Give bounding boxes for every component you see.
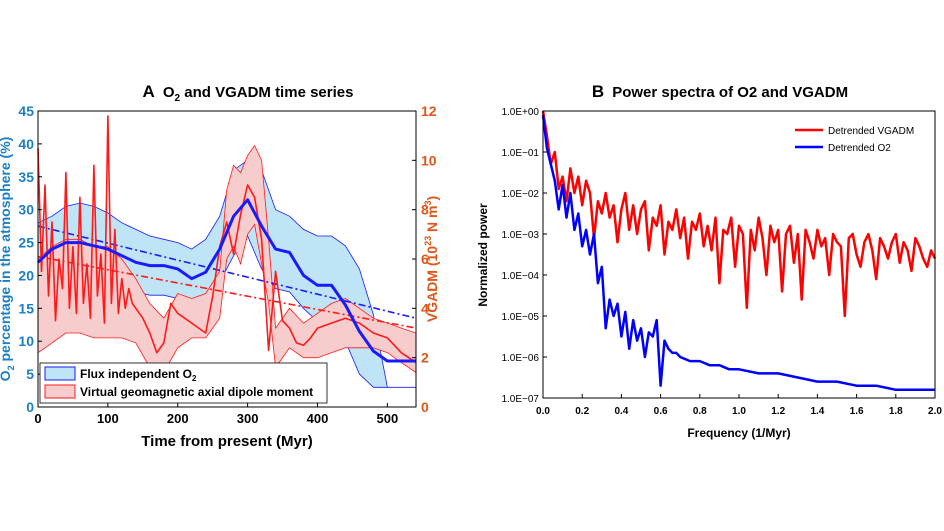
panel-a-y-label-right-sup: 23 bbox=[423, 236, 433, 246]
o2-median-line bbox=[36, 198, 416, 363]
panel-b-plot-area bbox=[541, 110, 937, 392]
panel-b-letter: B bbox=[592, 82, 604, 101]
y-tick-label-right: 8 bbox=[421, 202, 429, 218]
y-tick-label: 1.0E−02 bbox=[501, 189, 539, 200]
panel-a-y-label-right-suffix: ) bbox=[424, 196, 440, 201]
panel-b-title-text: Power spectra of O2 and VGADM bbox=[612, 84, 848, 101]
y-tick-label: 1.0E−06 bbox=[501, 353, 539, 364]
panel-a-y-label-right-sup2: 3 bbox=[423, 201, 433, 206]
x-tick-label: 100 bbox=[97, 411, 119, 426]
y-tick-label-left: 10 bbox=[18, 333, 34, 349]
y-tick-label: 1.0E−07 bbox=[501, 394, 539, 405]
x-tick-label: 300 bbox=[237, 411, 259, 426]
y-tick-label-left: 35 bbox=[18, 169, 34, 185]
x-tick-label: 0.4 bbox=[614, 406, 628, 417]
y-tick-label-right: 2 bbox=[421, 350, 429, 366]
panel-a-title-sub: 2 bbox=[175, 93, 181, 104]
y-tick-label-left: 30 bbox=[18, 202, 34, 218]
panel-b: B Power spectra of O2 and VGADM 0.0 0.2 0.4… bbox=[476, 82, 942, 440]
panel-a-title: A O2 and VGADM time series bbox=[143, 82, 354, 104]
panel-a-legend: Flux independent O2 Virtual geomagnetic … bbox=[39, 362, 328, 404]
panel-a-x-ticks: 0 100 200 300 400 500 bbox=[34, 403, 398, 426]
legend-label-o2-prefix: Flux independent O bbox=[80, 367, 192, 381]
panel-a-plot-area bbox=[36, 115, 417, 388]
x-tick-label: 1.0 bbox=[732, 406, 746, 417]
vgadm-series-line bbox=[37, 115, 417, 364]
legend-swatch-vgadm bbox=[44, 384, 76, 399]
x-tick-label: 400 bbox=[307, 411, 329, 426]
y-tick-label-right: 10 bbox=[421, 152, 437, 168]
vgadm-spectrum-line bbox=[541, 110, 937, 318]
panel-b-y-ticks: 1.0E−07 1.0E−06 1.0E−05 1.0E−04 1.0E−03 1.0E−… bbox=[501, 107, 547, 405]
panel-a-y-label-left-sub: 2 bbox=[6, 365, 16, 370]
panel-b-x-label: Frequency (1/Myr) bbox=[687, 426, 790, 440]
y-tick-label-left: 15 bbox=[18, 300, 34, 316]
panel-a-y-ticks-right: 0 2 4 6 8 10 12 bbox=[412, 103, 437, 415]
x-tick-label: 1.8 bbox=[889, 406, 903, 417]
o2-trend-line bbox=[37, 225, 417, 319]
panel-a-y-label-left-prefix: O bbox=[0, 370, 13, 381]
x-tick-label: 0.0 bbox=[536, 406, 550, 417]
y-tick-label-left: 0 bbox=[26, 399, 34, 415]
panel-a-letter: A bbox=[143, 82, 155, 101]
legend-swatch-o2 bbox=[44, 366, 76, 381]
panel-a-legend-box bbox=[39, 362, 328, 404]
y-tick-label: 1.0E+00 bbox=[501, 107, 539, 118]
panel-a-y-label-right: VGADM (1023 N m3) bbox=[423, 196, 440, 322]
x-tick-label: 0.8 bbox=[693, 406, 707, 417]
panel-b-frame bbox=[542, 110, 936, 399]
y-tick-label-right: 12 bbox=[421, 103, 437, 119]
x-tick-label: 1.4 bbox=[810, 406, 824, 417]
y-tick-label: 1.0E−01 bbox=[501, 148, 539, 159]
legend-label-vgadm: Virtual geomagnetic axial dipole moment bbox=[80, 385, 313, 399]
x-tick-label: 2.0 bbox=[928, 406, 942, 417]
legend-label-o2: Flux independent O2 bbox=[80, 367, 197, 383]
y-tick-label-right: 6 bbox=[421, 251, 429, 267]
y-tick-label: 1.0E−04 bbox=[501, 271, 539, 282]
panel-a-title-suffix: and VGADM time series bbox=[180, 84, 353, 101]
y-tick-label: 1.0E−05 bbox=[501, 312, 539, 323]
y-tick-label-left: 20 bbox=[18, 267, 34, 283]
x-tick-label: 200 bbox=[167, 411, 189, 426]
y-tick-label-left: 25 bbox=[18, 235, 34, 251]
legend-label-detrended-vgadm: Detrended VGADM bbox=[828, 126, 914, 137]
panel-a-title-prefix: O bbox=[163, 84, 175, 101]
panel-b-y-label: Normalized power bbox=[476, 203, 490, 307]
x-tick-label: 500 bbox=[377, 411, 399, 426]
o2-spectrum-line bbox=[541, 114, 935, 392]
x-tick-label: 1.2 bbox=[771, 406, 785, 417]
panel-b-legend: Detrended VGADM Detrended O2 bbox=[795, 126, 914, 154]
legend-label-detrended-o2: Detrended O2 bbox=[828, 143, 891, 154]
panel-a: A O2 and VGADM time series 0 100 200 300 400 5… bbox=[0, 82, 440, 450]
y-tick-label: 1.0E−03 bbox=[501, 230, 539, 241]
panel-a-y-label-right-mid: N m bbox=[424, 206, 440, 236]
y-tick-label-left: 45 bbox=[18, 103, 34, 119]
y-tick-label-left: 5 bbox=[26, 366, 34, 382]
x-tick-label: 0.2 bbox=[575, 406, 589, 417]
panel-a-y-ticks-left: 0 5 10 15 20 25 30 35 40 45 bbox=[18, 103, 42, 415]
panel-a-x-label: Time from present (Myr) bbox=[141, 433, 312, 450]
y-tick-label-right: 0 bbox=[421, 399, 429, 415]
x-tick-label: 0.6 bbox=[654, 406, 668, 417]
panel-b-title: B Power spectra of O2 and VGADM bbox=[592, 82, 848, 101]
panel-a-y-label-left-suffix: percentage in the atmosphere (%) bbox=[0, 137, 13, 366]
x-tick-label: 0 bbox=[34, 411, 41, 426]
panel-a-y-label-right-prefix: VGADM (10 bbox=[424, 246, 440, 322]
legend-label-o2-sub: 2 bbox=[192, 374, 197, 383]
y-tick-label-left: 40 bbox=[18, 136, 34, 152]
x-tick-label: 1.6 bbox=[850, 406, 864, 417]
panel-a-y-label-left: O2 percentage in the atmosphere (%) bbox=[0, 137, 16, 382]
y-tick-label-right: 4 bbox=[421, 300, 429, 316]
panel-b-x-ticks: 0.0 0.2 0.4 0.6 0.8 1.0 1.2 1.4 1.6 1.8 2.0 bbox=[536, 394, 942, 417]
